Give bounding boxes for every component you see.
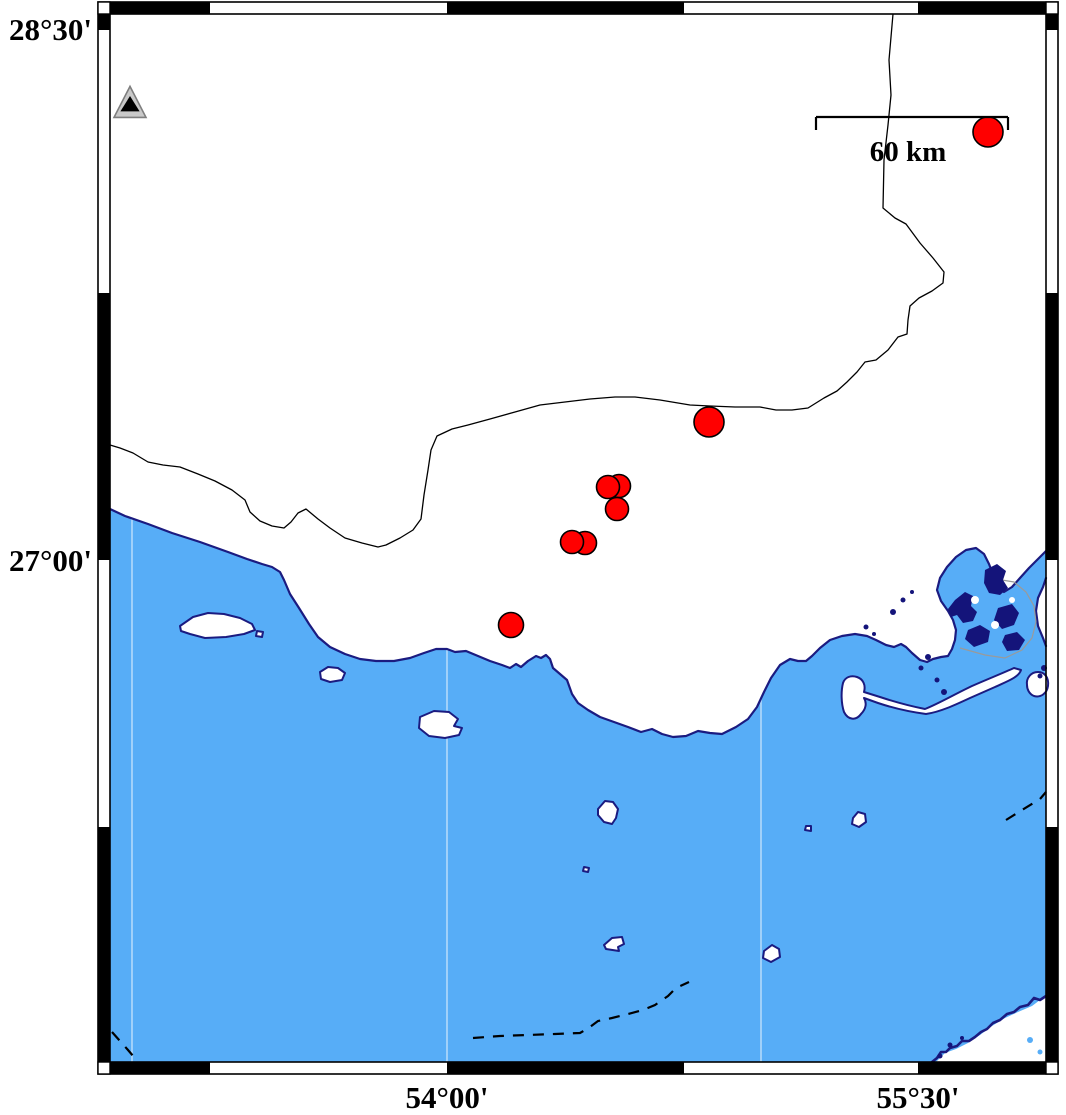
islet-speck-1 — [582, 866, 590, 873]
island-strip-channel — [840, 667, 1022, 720]
island-teardrop — [597, 800, 619, 825]
maritime-boundary-main — [472, 981, 690, 1040]
coastline-main — [108, 507, 1048, 739]
map-frame — [97, 1, 1059, 1075]
island-small-4 — [762, 944, 781, 963]
earthquake-epicenter — [497, 611, 525, 639]
station-triangle-core — [120, 96, 140, 112]
island-long-west — [179, 612, 256, 639]
island-wedge — [603, 936, 625, 952]
island-small-2 — [319, 666, 346, 683]
earthquake-markers — [497, 116, 1004, 639]
earthquake-epicenter — [604, 496, 630, 522]
earthquake-epicenter — [559, 529, 585, 555]
mangrove-complex — [863, 564, 1047, 1059]
longitude-label: 54°00' — [405, 1080, 488, 1115]
coastline-bay-east — [1034, 576, 1048, 648]
island-small-5 — [851, 811, 867, 828]
longitude-label: 55°30' — [876, 1080, 959, 1115]
island-round-channel — [1025, 671, 1050, 698]
axis-labels-bottom: 54°00' 55°30' — [405, 1080, 959, 1115]
grid-lines — [131, 14, 762, 1062]
sea-area — [110, 509, 1055, 1062]
border-line — [109, 13, 945, 548]
islet-west-tiny — [255, 630, 264, 638]
maritime-boundary-east — [1005, 791, 1047, 821]
axis-labels-left: 28°30' 27°00' — [9, 12, 92, 578]
latitude-label: 27°00' — [9, 543, 92, 578]
islet-speck-2 — [804, 825, 812, 832]
latitude-label: 28°30' — [9, 12, 92, 47]
scale-bar — [814, 115, 1010, 130]
coastline-qeshm-tip — [930, 994, 1048, 1064]
mangrove-gaps — [971, 596, 1015, 629]
scale-bar-label: 60 km — [870, 136, 947, 168]
earthquake-epicenter — [693, 406, 725, 438]
earthquake-epicenter — [595, 474, 621, 500]
station-marker — [112, 84, 148, 119]
island-small-3 — [418, 710, 463, 739]
lagoon-outline — [959, 579, 1037, 659]
earthquake-epicenter — [972, 116, 1004, 148]
